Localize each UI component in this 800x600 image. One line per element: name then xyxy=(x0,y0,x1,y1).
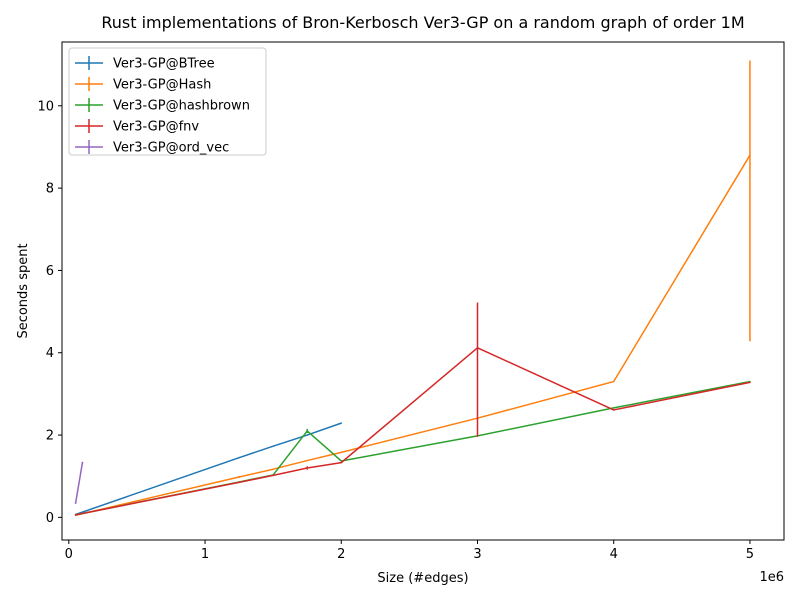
legend-label: Ver3-GP@ord_vec xyxy=(113,141,229,156)
x-axis-label: Size (#edges) xyxy=(377,571,468,586)
data-point xyxy=(749,154,751,156)
data-point xyxy=(612,409,615,411)
data-point xyxy=(340,461,343,464)
series-ver3-gp-ord-vec xyxy=(74,461,84,504)
legend-frame xyxy=(68,47,267,156)
legend: Ver3-GP@BTree Ver3-GP@Hash Ver3-GP@hashbro… xyxy=(68,47,267,156)
data-point xyxy=(74,514,77,516)
data-point xyxy=(272,468,274,471)
y-tick-label: 8 xyxy=(46,182,54,197)
data-point xyxy=(749,381,751,384)
data-point xyxy=(306,467,309,469)
x-offset-label: 1e6 xyxy=(759,570,784,585)
x-tick-label: 1 xyxy=(201,547,209,562)
legend-item: Ver3-GP@Hash xyxy=(75,77,211,93)
data-point xyxy=(306,430,309,432)
y-tick-label: 4 xyxy=(46,346,54,361)
series-line xyxy=(74,462,84,504)
y-tick-label: 2 xyxy=(46,429,54,444)
y-axis: 0 2 4 6 8 10 xyxy=(37,99,62,526)
x-axis: 0 1 2 3 4 5 xyxy=(65,540,754,562)
data-point xyxy=(612,407,615,409)
y-tick-label: 6 xyxy=(46,264,54,279)
legend-label: Ver3-GP@Hash xyxy=(113,78,211,93)
data-point xyxy=(272,445,274,447)
y-tick-label: 0 xyxy=(46,511,54,526)
x-tick-label: 5 xyxy=(746,547,754,562)
x-tick-label: 3 xyxy=(473,547,481,562)
plot-area xyxy=(61,41,785,541)
data-point xyxy=(340,422,343,424)
x-tick-label: 2 xyxy=(337,547,345,562)
legend-item: Ver3-GP@hashbrown xyxy=(75,98,250,114)
data-point xyxy=(238,456,240,459)
legend-item: Ver3-GP@BTree xyxy=(75,56,215,72)
series-ver3-gp-fnv xyxy=(74,302,751,516)
data-point xyxy=(81,461,84,464)
x-tick-label: 4 xyxy=(610,547,618,562)
series-ver3-gp-btree xyxy=(74,422,343,516)
data-point xyxy=(238,481,240,484)
y-axis-label: Seconds spent xyxy=(16,243,31,338)
legend-item: Ver3-GP@fnv xyxy=(75,119,199,135)
legend-label: Ver3-GP@BTree xyxy=(113,57,215,72)
chart-title: Rust implementations of Bron-Kerbosch Ve… xyxy=(101,13,744,32)
x-tick-label: 0 xyxy=(65,547,73,562)
plot-frame xyxy=(61,41,785,541)
data-point xyxy=(612,380,615,383)
legend-label: Ver3-GP@fnv xyxy=(113,120,199,135)
series-line xyxy=(75,347,751,516)
data-point xyxy=(306,459,309,462)
data-point xyxy=(340,451,343,454)
series-layer xyxy=(74,60,751,517)
data-point xyxy=(238,476,240,478)
legend-item: Ver3-GP@ord_vec xyxy=(75,140,229,156)
legend-label: Ver3-GP@hashbrown xyxy=(113,99,250,114)
data-point xyxy=(306,434,309,436)
series-line xyxy=(75,154,751,517)
data-point xyxy=(476,346,479,349)
data-point xyxy=(74,502,77,504)
y-tick-label: 10 xyxy=(37,99,54,114)
data-point xyxy=(272,474,274,477)
